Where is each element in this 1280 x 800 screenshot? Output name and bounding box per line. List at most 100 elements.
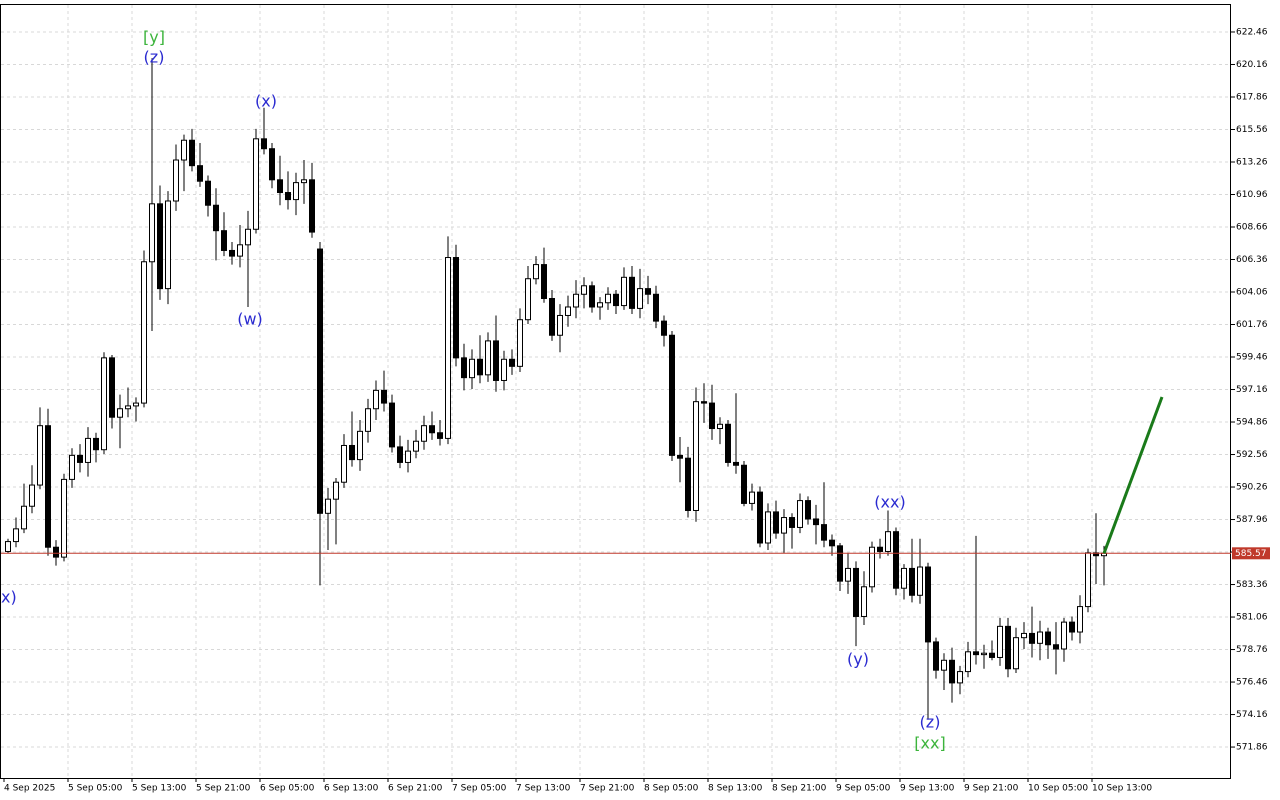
candle-body xyxy=(925,566,931,643)
wave-label: [y] xyxy=(143,28,165,47)
candle-body xyxy=(677,454,683,459)
y-tick-label: 601.76 xyxy=(1236,320,1268,330)
candle-body xyxy=(581,285,587,295)
candle-body xyxy=(109,357,115,418)
candle-body xyxy=(701,401,707,404)
candle-body xyxy=(645,288,651,295)
candle-body xyxy=(61,478,67,558)
candle-body xyxy=(709,402,715,430)
candle-body xyxy=(637,288,643,309)
candle-body xyxy=(501,358,507,381)
candle-body xyxy=(717,423,723,430)
candle-body xyxy=(141,261,147,404)
candle-body xyxy=(573,293,579,308)
candle-body xyxy=(797,500,803,528)
x-tick-label: 8 Sep 21:00 xyxy=(772,784,827,794)
candle-body xyxy=(205,180,211,206)
candle-body xyxy=(941,659,947,671)
x-tick-label: 9 Sep 13:00 xyxy=(900,784,955,794)
candle-body xyxy=(261,138,267,150)
candle-body xyxy=(901,567,907,589)
candle-body xyxy=(1085,552,1091,608)
candle-body xyxy=(1021,632,1027,639)
candle-body xyxy=(533,264,539,280)
y-tick-label: 571.86 xyxy=(1236,743,1268,753)
candle-body xyxy=(597,302,603,308)
y-tick-label: 610.96 xyxy=(1236,190,1268,200)
candle-body xyxy=(509,358,515,367)
candle-body xyxy=(805,500,811,520)
wave-label: [xx] xyxy=(914,734,945,753)
wave-label: x) xyxy=(1,588,17,607)
candle-body xyxy=(133,402,139,407)
candle-body xyxy=(661,320,667,336)
candle-body xyxy=(325,498,331,514)
candle-body xyxy=(973,651,979,656)
candle-body xyxy=(853,567,859,617)
candle-body xyxy=(725,423,731,463)
candle-body xyxy=(845,567,851,582)
candle-body xyxy=(469,358,475,379)
candle-body xyxy=(829,539,835,547)
candle-body xyxy=(757,491,763,544)
candle-body xyxy=(549,298,555,336)
y-tick-label: 590.26 xyxy=(1236,483,1268,493)
y-tick-label: 587.96 xyxy=(1236,515,1268,525)
candle-body xyxy=(453,257,459,359)
y-tick-label: 604.06 xyxy=(1236,288,1268,298)
candle-body xyxy=(117,408,123,418)
y-tick-label: 597.16 xyxy=(1236,385,1268,395)
candle-body xyxy=(197,165,203,182)
candle-body xyxy=(693,401,699,511)
candle-body xyxy=(357,430,363,461)
y-tick-label: 594.86 xyxy=(1236,418,1268,428)
candle-body xyxy=(525,278,531,321)
candle-body xyxy=(237,244,243,257)
candle-body xyxy=(669,334,675,456)
candle-body xyxy=(949,659,955,684)
y-tick-label: 581.06 xyxy=(1236,613,1268,623)
x-tick-label: 7 Sep 13:00 xyxy=(516,784,571,794)
candle-body xyxy=(589,285,595,308)
candle-body xyxy=(733,461,739,466)
candle-body xyxy=(229,249,235,257)
y-tick-label: 578.76 xyxy=(1236,645,1268,655)
candle-body xyxy=(493,340,499,381)
candle-body xyxy=(13,528,19,543)
candle-body xyxy=(277,179,283,194)
last-price-box xyxy=(1232,547,1270,560)
projection-line xyxy=(1102,396,1164,554)
candle-body xyxy=(101,357,107,451)
y-tick-label: 592.56 xyxy=(1236,450,1268,460)
wave-label: (x) xyxy=(255,92,277,111)
last-price-label: 585.57 xyxy=(1235,549,1267,559)
wave-label: (y) xyxy=(847,650,869,669)
candle-body xyxy=(989,652,995,658)
candle-body xyxy=(565,306,571,316)
candle-body xyxy=(93,437,99,451)
candle-body xyxy=(781,517,787,534)
candle-body xyxy=(861,586,867,617)
candle-body xyxy=(1069,621,1075,633)
wave-label: (z) xyxy=(920,713,941,732)
candle-body xyxy=(477,358,483,376)
x-tick-label: 8 Sep 05:00 xyxy=(644,784,699,794)
x-tick-label: 10 Sep 13:00 xyxy=(1092,784,1152,794)
candle-body xyxy=(37,425,43,486)
candle-body xyxy=(877,546,883,552)
candle-body xyxy=(1029,632,1035,644)
candle-body xyxy=(213,204,219,232)
y-tick-label: 617.86 xyxy=(1236,92,1268,102)
candle-body xyxy=(557,314,563,336)
candle-body xyxy=(221,230,227,251)
candle-body xyxy=(997,625,1003,658)
candle-body xyxy=(189,139,195,167)
candle-body xyxy=(813,518,819,526)
candle-body xyxy=(429,425,435,434)
candle-body xyxy=(933,641,939,671)
candle-body xyxy=(285,192,291,201)
candle-body xyxy=(5,541,11,552)
candle-body xyxy=(333,481,339,500)
y-tick-label: 620.16 xyxy=(1236,60,1268,70)
